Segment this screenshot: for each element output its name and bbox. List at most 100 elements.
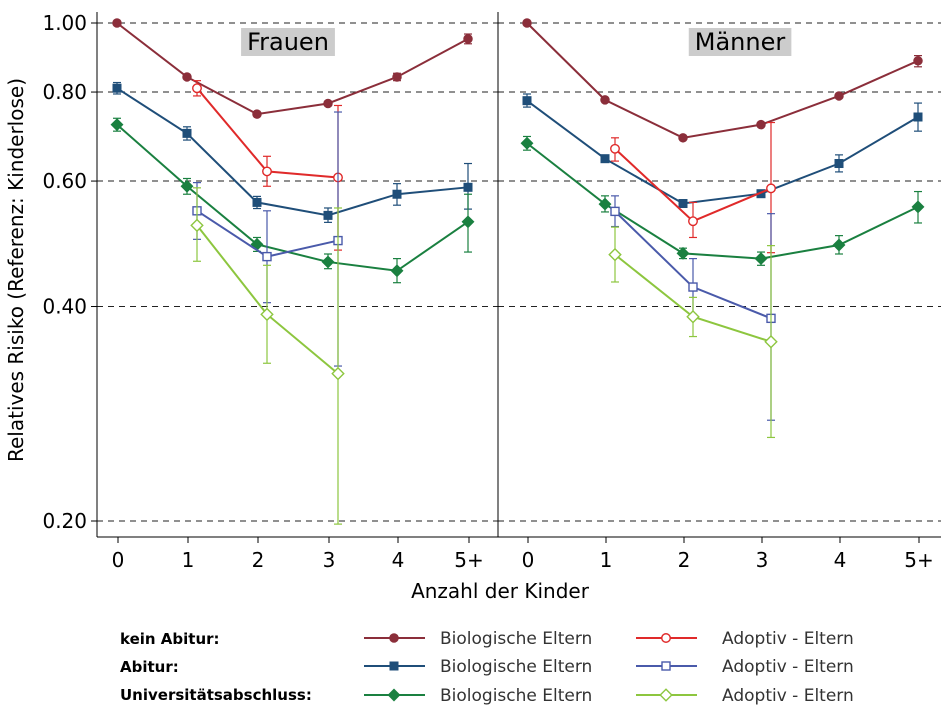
data-point [688, 216, 698, 227]
x-tick-label: 4 [392, 548, 405, 572]
data-point [392, 72, 402, 82]
x-tick-label: 0 [522, 548, 535, 572]
data-point [834, 159, 844, 169]
data-point [832, 238, 846, 252]
data-point [608, 247, 622, 262]
series-adopt [190, 187, 345, 525]
data-point [260, 307, 274, 322]
legend-group-label: Universitätsabschluss: [120, 686, 312, 704]
data-point [678, 199, 688, 209]
legend-group-label: kein Abitur: [120, 630, 220, 648]
data-point [321, 255, 335, 269]
data-point [389, 633, 399, 643]
data-point [610, 143, 620, 154]
data-point [262, 166, 272, 177]
data-point [520, 136, 534, 150]
panel-title: Frauen [247, 28, 329, 56]
y-tick-label: 0.60 [42, 169, 87, 193]
x-tick-label: 1 [182, 548, 195, 572]
x-tick-label: 3 [756, 548, 769, 572]
x-tick-label: 1 [600, 548, 613, 572]
y-tick-label: 0.40 [42, 295, 87, 319]
series-line [526, 142, 919, 260]
data-point [598, 197, 612, 211]
series-bio [110, 117, 475, 284]
data-point [756, 119, 766, 130]
x-tick-label: 5+ [904, 548, 933, 572]
data-point [754, 252, 768, 266]
data-point [182, 128, 192, 138]
x-tick-label: 5+ [454, 548, 483, 572]
data-point [112, 83, 122, 93]
data-point [192, 83, 202, 94]
series-line [116, 87, 469, 217]
data-point [911, 200, 925, 214]
series-line [116, 22, 469, 116]
data-point [764, 334, 778, 349]
y-tick-label: 0.20 [42, 509, 87, 533]
data-point [392, 189, 402, 199]
data-point [331, 366, 345, 381]
legend-entry-label: Biologische Eltern [440, 657, 592, 677]
data-point [913, 56, 923, 66]
legend: kein Abitur: Abitur: Universitätsabschlu… [120, 629, 854, 706]
data-point [252, 197, 262, 207]
series-adopt [610, 121, 776, 254]
x-tick-label: 2 [678, 548, 691, 572]
data-point [262, 251, 272, 262]
series-bio [112, 18, 473, 119]
data-point [252, 109, 262, 119]
panel-title: Männer [695, 28, 786, 56]
data-point [661, 661, 671, 671]
data-point [389, 661, 399, 671]
data-point [112, 18, 122, 28]
data-point [387, 688, 401, 702]
data-point [522, 96, 532, 106]
legend-entry-label: Adoptiv - Eltern [722, 686, 854, 706]
data-point [659, 688, 673, 702]
legend-entry-label: Biologische Eltern [440, 629, 592, 649]
y-tick-label: 1.00 [42, 11, 87, 35]
data-point [110, 118, 124, 132]
data-point [323, 210, 333, 220]
data-point [834, 91, 844, 101]
legend-entry-label: Biologische Eltern [440, 686, 592, 706]
x-tick-label: 4 [834, 548, 847, 572]
data-point [661, 633, 671, 643]
series-line [526, 22, 919, 139]
data-point [463, 34, 473, 44]
x-tick-label: 3 [323, 548, 336, 572]
series-line [116, 123, 469, 272]
series-bio [522, 18, 923, 143]
data-point [913, 112, 923, 122]
data-point [676, 246, 690, 260]
data-point [190, 218, 204, 233]
series-line [526, 99, 919, 205]
data-point [688, 282, 698, 292]
x-axis-title: Anzahl der Kinder [411, 579, 590, 603]
legend-entry-label: Adoptiv - Eltern [722, 657, 854, 677]
data-point [390, 264, 404, 278]
y-tick-label: 0.80 [42, 80, 87, 104]
data-point [180, 179, 194, 193]
data-point [463, 182, 473, 192]
panel-title-box [241, 28, 335, 56]
panel-1: 0 1 2 3 4 5+ Männer [497, 12, 941, 572]
panel-title-box [688, 28, 792, 56]
series-bio [520, 135, 925, 266]
legend-group-label: Abitur: [120, 658, 179, 676]
data-point [610, 206, 620, 217]
y-axis-title: Relatives Risiko (Referenz: Kinderlose) [4, 78, 28, 462]
data-point [686, 310, 700, 324]
series-bio [112, 81, 473, 223]
legend-entry-label: Adoptiv - Eltern [722, 629, 854, 649]
data-point [323, 98, 333, 109]
data-point [522, 18, 532, 28]
data-point [678, 133, 688, 143]
data-point [600, 154, 610, 164]
x-tick-label: 0 [112, 548, 125, 572]
series-adopt [608, 226, 778, 439]
series-bio [522, 93, 923, 209]
data-point [600, 95, 610, 105]
